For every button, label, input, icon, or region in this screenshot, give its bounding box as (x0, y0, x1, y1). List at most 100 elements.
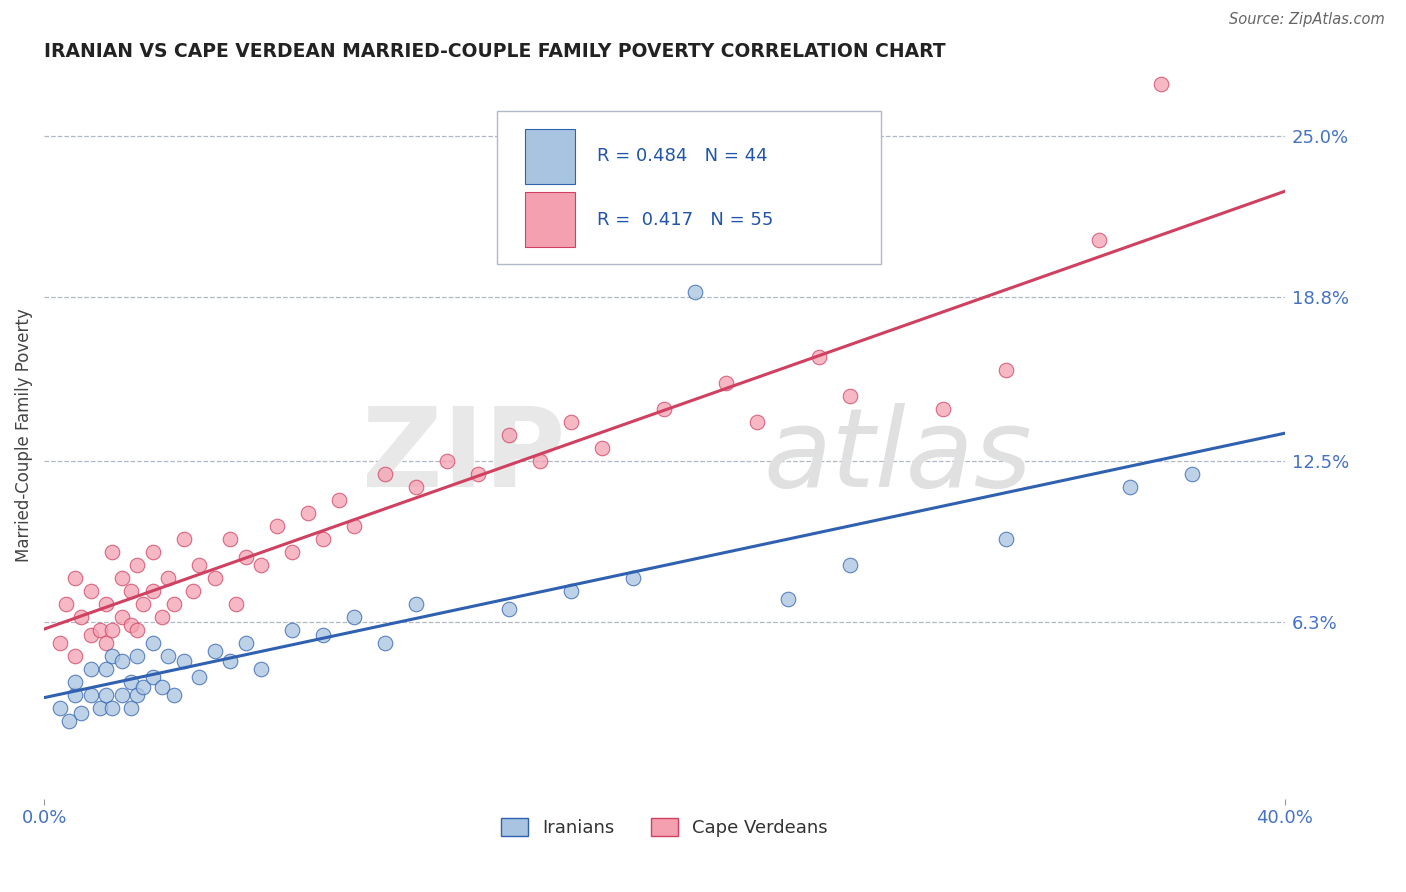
Point (281, 623, 304, 637)
Point (250, 662, 273, 676)
Point (994, 532, 1017, 546)
Text: R = 0.484   N = 44: R = 0.484 N = 44 (598, 147, 768, 165)
Point (111, 688, 134, 702)
Point (560, 415, 582, 429)
Point (467, 467, 489, 481)
Point (120, 674, 142, 689)
Point (63, 648, 86, 663)
Point (150, 680, 173, 694)
Point (405, 597, 427, 611)
Point (94, 688, 117, 702)
Point (120, 583, 142, 598)
Point (89, 701, 111, 715)
Point (120, 701, 142, 715)
Point (150, 609, 173, 624)
Point (281, 545, 304, 559)
Text: IRANIAN VS CAPE VERDEAN MARRIED-COUPLE FAMILY POVERTY CORRELATION CHART: IRANIAN VS CAPE VERDEAN MARRIED-COUPLE F… (44, 42, 946, 61)
Point (1118, 480, 1140, 494)
Point (120, 617, 142, 632)
Point (157, 571, 180, 585)
Point (127, 623, 149, 637)
Point (111, 609, 134, 624)
Point (101, 545, 124, 559)
Point (63, 571, 86, 585)
Point (225, 597, 247, 611)
Text: R =  0.417   N = 55: R = 0.417 N = 55 (598, 211, 773, 228)
Point (312, 628, 335, 642)
Y-axis label: Married-Couple Family Poverty: Married-Couple Family Poverty (15, 308, 32, 562)
Point (235, 636, 257, 650)
Point (48, 636, 70, 650)
Point (654, 401, 676, 416)
Point (621, 571, 644, 585)
Point (101, 623, 124, 637)
Point (374, 467, 396, 481)
Text: ZIP: ZIP (361, 403, 565, 510)
Point (157, 648, 180, 663)
Point (142, 583, 165, 598)
Point (94, 636, 117, 650)
Point (79, 688, 101, 702)
Point (312, 532, 335, 546)
Point (94, 662, 117, 676)
Point (1149, 77, 1171, 91)
Point (747, 415, 769, 429)
Point (839, 558, 862, 572)
Point (219, 654, 242, 668)
Point (374, 636, 396, 650)
Point (111, 654, 134, 668)
Point (58, 714, 80, 728)
Point (63, 674, 86, 689)
Point (932, 401, 955, 416)
Point (808, 350, 831, 364)
Point (529, 454, 551, 468)
Point (142, 636, 165, 650)
Point (250, 558, 273, 572)
Point (436, 454, 458, 468)
FancyBboxPatch shape (526, 129, 575, 184)
Point (560, 583, 582, 598)
Point (79, 583, 101, 598)
Point (111, 571, 134, 585)
Point (101, 648, 124, 663)
Point (132, 680, 155, 694)
Point (343, 609, 366, 624)
Point (55, 597, 77, 611)
FancyBboxPatch shape (526, 193, 575, 247)
Point (204, 571, 226, 585)
Point (405, 480, 427, 494)
Point (839, 389, 862, 403)
Point (70, 609, 93, 624)
Point (163, 597, 186, 611)
Point (94, 597, 117, 611)
Point (173, 654, 195, 668)
Point (127, 648, 149, 663)
Point (89, 623, 111, 637)
Point (297, 506, 319, 520)
Point (498, 602, 520, 616)
Point (142, 670, 165, 684)
Point (132, 597, 155, 611)
Point (188, 670, 211, 684)
Point (1087, 233, 1109, 247)
Point (498, 427, 520, 442)
Point (188, 558, 211, 572)
Point (127, 558, 149, 572)
Point (1181, 467, 1204, 481)
Point (994, 362, 1017, 376)
Point (142, 545, 165, 559)
Point (79, 628, 101, 642)
Point (235, 549, 257, 564)
Point (101, 701, 124, 715)
Point (163, 688, 186, 702)
Text: atlas: atlas (763, 403, 1032, 510)
Point (266, 518, 288, 533)
Point (48, 701, 70, 715)
Point (219, 532, 242, 546)
Point (204, 643, 226, 657)
Point (173, 532, 195, 546)
Point (127, 688, 149, 702)
Point (343, 518, 366, 533)
Point (79, 662, 101, 676)
Point (716, 376, 738, 390)
